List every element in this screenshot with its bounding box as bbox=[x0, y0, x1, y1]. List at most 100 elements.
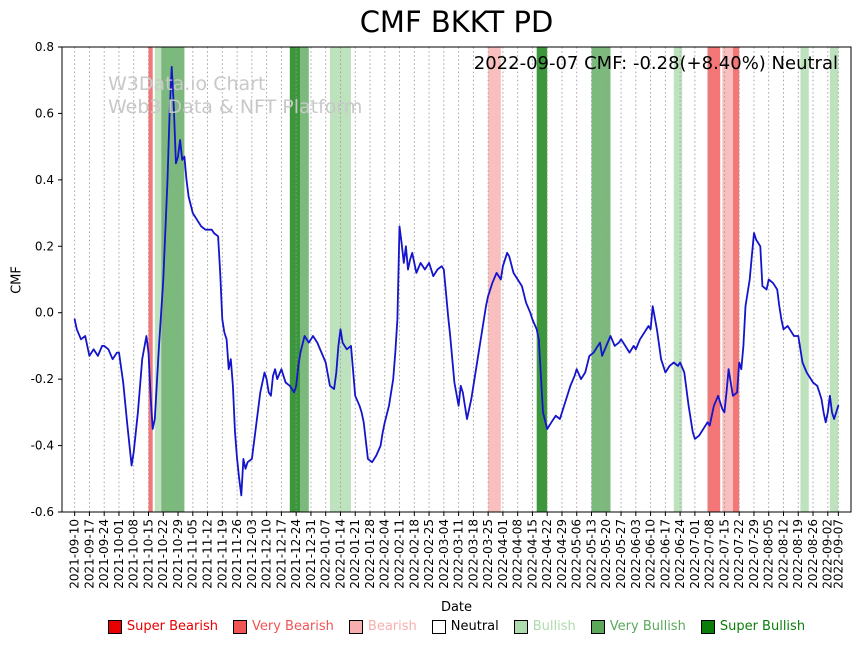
legend-swatch-very_bullish bbox=[590, 619, 605, 634]
legend-item-neutral: Neutral bbox=[431, 619, 499, 634]
signal-band-super_bullish bbox=[536, 47, 548, 512]
x-tick-label: 2022-07-15 bbox=[717, 519, 731, 589]
x-tick-label: 2021-09-24 bbox=[97, 519, 111, 589]
x-tick-label: 2022-09-02 bbox=[821, 519, 835, 589]
x-tick-label: 2022-04-29 bbox=[555, 519, 569, 589]
x-tick-label: 2022-05-06 bbox=[570, 519, 584, 589]
watermark: W3Data.io Chart Web3 Data & NFT Platform bbox=[108, 73, 362, 119]
x-tick-label: 2022-05-27 bbox=[614, 519, 628, 589]
x-tick-label: 2022-04-22 bbox=[540, 519, 554, 589]
x-tick-label: 2021-10-22 bbox=[156, 519, 170, 589]
signal-band-bullish bbox=[154, 47, 162, 512]
legend-label-bullish: Bullish bbox=[532, 619, 576, 634]
x-tick-label: 2021-10-01 bbox=[112, 519, 126, 589]
signal-band-very_bullish bbox=[300, 47, 309, 512]
x-tick-label: 2021-09-10 bbox=[68, 519, 82, 589]
legend-item-bearish: Bearish bbox=[348, 619, 417, 634]
x-tick-label: 2021-12-24 bbox=[289, 519, 303, 589]
x-tick-label: 2022-07-01 bbox=[688, 519, 702, 589]
x-tick-label: 2022-05-13 bbox=[584, 519, 598, 589]
legend-label-super_bearish: Super Bearish bbox=[126, 619, 218, 634]
y-tick-label: 0.6 bbox=[35, 106, 54, 120]
x-tick-label: 2022-08-05 bbox=[762, 519, 776, 589]
x-tick-label: 2022-04-15 bbox=[525, 519, 539, 589]
y-tick-label: -0.4 bbox=[31, 439, 54, 453]
legend-label-neutral: Neutral bbox=[450, 619, 499, 634]
x-tick-label: 2021-10-29 bbox=[171, 519, 185, 589]
y-tick-label: 0.0 bbox=[35, 306, 54, 320]
signal-band-very_bearish bbox=[732, 47, 740, 512]
x-tick-label: 2022-06-17 bbox=[658, 519, 672, 589]
legend-swatch-super_bullish bbox=[700, 619, 715, 634]
legend-swatch-bearish bbox=[348, 619, 363, 634]
y-tick-label: 0.2 bbox=[35, 239, 54, 253]
signal-band-super_bullish bbox=[289, 47, 301, 512]
x-tick-label: 2021-12-10 bbox=[260, 519, 274, 589]
x-tick-label: 2022-03-11 bbox=[452, 519, 466, 589]
x-tick-label: 2022-02-25 bbox=[422, 519, 436, 589]
x-tick-label: 2021-11-12 bbox=[201, 519, 215, 589]
chart-title: CMF BKKT PD bbox=[359, 5, 554, 39]
legend-label-very_bearish: Very Bearish bbox=[252, 619, 334, 634]
x-tick-label: 2022-06-03 bbox=[629, 519, 643, 589]
legend-swatch-super_bearish bbox=[107, 619, 122, 634]
y-axis-label: CMF bbox=[9, 266, 25, 294]
signal-legend: Super Bearish Very Bearish Bearish Neutral B… bbox=[62, 619, 851, 634]
x-tick-label: 2021-11-19 bbox=[215, 519, 229, 589]
x-tick-label: 2021-11-26 bbox=[230, 519, 244, 589]
x-axis-label: Date bbox=[440, 600, 473, 615]
signal-band-bullish bbox=[673, 47, 683, 512]
cmf-annotation: 2022-09-07 CMF: -0.28(+8.40%) Neutral bbox=[473, 53, 838, 74]
legend-item-super_bearish: Super Bearish bbox=[107, 619, 218, 634]
x-tick-label: 2022-09-07 bbox=[831, 519, 845, 589]
x-tick-label: 2022-06-10 bbox=[644, 519, 658, 589]
x-tick-label: 2022-08-19 bbox=[791, 519, 805, 589]
signal-band-very_bearish bbox=[148, 47, 153, 512]
x-tick-label: 2021-10-08 bbox=[127, 519, 141, 589]
cmf-line bbox=[73, 66, 840, 497]
x-tick-label: 2021-12-31 bbox=[304, 519, 318, 589]
x-tick-label: 2021-09-17 bbox=[82, 519, 96, 589]
signal-band-very_bullish bbox=[161, 47, 185, 512]
legend-swatch-neutral bbox=[431, 619, 446, 634]
signal-band-very_bullish bbox=[591, 47, 611, 512]
x-tick-label: 2022-01-14 bbox=[333, 519, 347, 589]
legend-label-bearish: Bearish bbox=[367, 619, 417, 634]
x-tick-label: 2022-04-08 bbox=[511, 519, 525, 589]
x-tick-label: 2021-11-05 bbox=[186, 519, 200, 589]
signal-band-bullish bbox=[329, 47, 351, 512]
x-tick-label: 2022-07-29 bbox=[747, 519, 761, 589]
y-tick-label: -0.2 bbox=[31, 372, 54, 386]
legend-swatch-bullish bbox=[513, 619, 528, 634]
x-tick-label: 2022-02-11 bbox=[393, 519, 407, 589]
legend-label-super_bullish: Super Bullish bbox=[719, 619, 806, 634]
x-tick-label: 2022-04-01 bbox=[496, 519, 510, 589]
x-tick-label: 2021-12-03 bbox=[245, 519, 259, 589]
x-tick-label: 2022-03-18 bbox=[466, 519, 480, 589]
legend-item-bullish: Bullish bbox=[513, 619, 576, 634]
x-tick-label: 2022-01-07 bbox=[319, 519, 333, 589]
signal-band-bullish bbox=[800, 47, 809, 512]
x-tick-label: 2021-10-15 bbox=[141, 519, 155, 589]
legend-item-super_bullish: Super Bullish bbox=[700, 619, 806, 634]
x-tick-label: 2022-07-22 bbox=[732, 519, 746, 589]
signal-band-bullish bbox=[829, 47, 839, 512]
x-tick-label: 2022-08-26 bbox=[806, 519, 820, 589]
signal-band-very_bearish bbox=[707, 47, 721, 512]
legend-item-very_bearish: Very Bearish bbox=[233, 619, 334, 634]
x-tick-label: 2022-05-20 bbox=[599, 519, 613, 589]
x-tick-label: 2022-03-04 bbox=[437, 519, 451, 589]
x-tick-label: 2022-02-18 bbox=[407, 519, 421, 589]
x-tick-label: 2022-02-04 bbox=[378, 519, 392, 589]
y-tick-label: -0.6 bbox=[31, 505, 54, 519]
plot-border bbox=[61, 46, 852, 513]
legend-swatch-very_bearish bbox=[233, 619, 247, 634]
y-tick-label: 0.4 bbox=[35, 173, 54, 187]
legend-item-very_bullish: Very Bullish bbox=[590, 619, 686, 634]
x-tick-label: 2022-06-24 bbox=[673, 519, 687, 589]
y-tick-label: 0.8 bbox=[35, 40, 54, 54]
legend-label-very_bullish: Very Bullish bbox=[609, 619, 686, 634]
x-tick-label: 2022-07-08 bbox=[703, 519, 717, 589]
